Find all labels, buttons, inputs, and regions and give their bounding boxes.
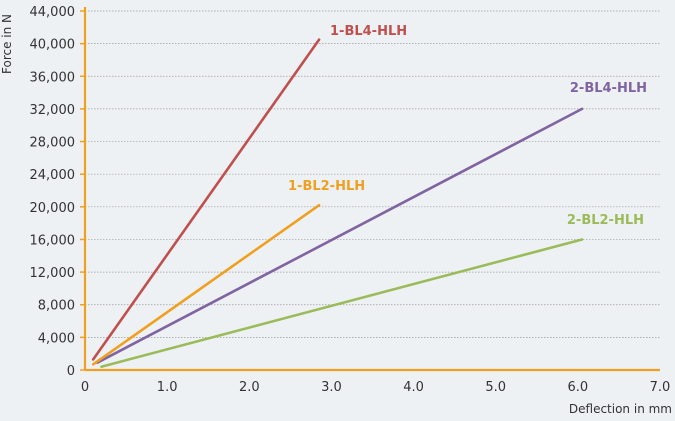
series-labels: 1-BL4-HLH 2-BL4-HLH 1-BL2-HLH 2-BL2-HLH xyxy=(288,24,647,228)
x-tick-label: 3.0 xyxy=(321,380,342,395)
y-tick-label: 4,000 xyxy=(38,331,75,346)
series-label: 2-BL2-HLH xyxy=(567,213,644,228)
y-tick-label: 36,000 xyxy=(30,70,76,85)
x-tick-label: 5.0 xyxy=(485,380,506,395)
series-line xyxy=(91,38,321,361)
series-line xyxy=(96,107,584,365)
series-label: 1-BL2-HLH xyxy=(288,179,365,194)
x-tick-label: 7.0 xyxy=(650,380,671,395)
axes xyxy=(80,7,660,372)
series-line xyxy=(100,238,584,369)
y-axis-title: Force in N xyxy=(0,14,14,74)
series-line xyxy=(91,203,321,366)
x-axis-ticks: 0 1.0 2.0 3.0 4.0 5.0 6.0 7.0 xyxy=(81,380,670,395)
y-tick-label: 44,000 xyxy=(30,5,76,20)
x-tick-label: 0 xyxy=(81,380,89,395)
x-tick-label: 4.0 xyxy=(403,380,424,395)
series-lines xyxy=(91,38,584,369)
y-tick-label: 0 xyxy=(67,364,75,379)
y-tick-label: 40,000 xyxy=(30,38,76,53)
y-axis-ticks: 0 4,000 8,000 12,000 16,000 20,000 24,000 28,00… xyxy=(30,5,76,379)
y-tick-label: 20,000 xyxy=(30,201,76,216)
y-tick-label: 28,000 xyxy=(30,136,76,151)
y-tick-label: 24,000 xyxy=(30,168,76,183)
y-tick-label: 16,000 xyxy=(30,233,76,248)
y-tick-label: 8,000 xyxy=(38,299,75,314)
y-tick-label: 32,000 xyxy=(30,103,76,118)
series-label: 2-BL4-HLH xyxy=(570,81,647,96)
x-tick-label: 2.0 xyxy=(239,380,260,395)
x-tick-label: 1.0 xyxy=(157,380,178,395)
x-axis-title: Deflection in mm xyxy=(569,402,672,416)
x-tick-label: 6.0 xyxy=(568,380,589,395)
series-label: 1-BL4-HLH xyxy=(330,24,407,39)
grid xyxy=(85,10,660,338)
y-tick-label: 12,000 xyxy=(30,266,76,281)
